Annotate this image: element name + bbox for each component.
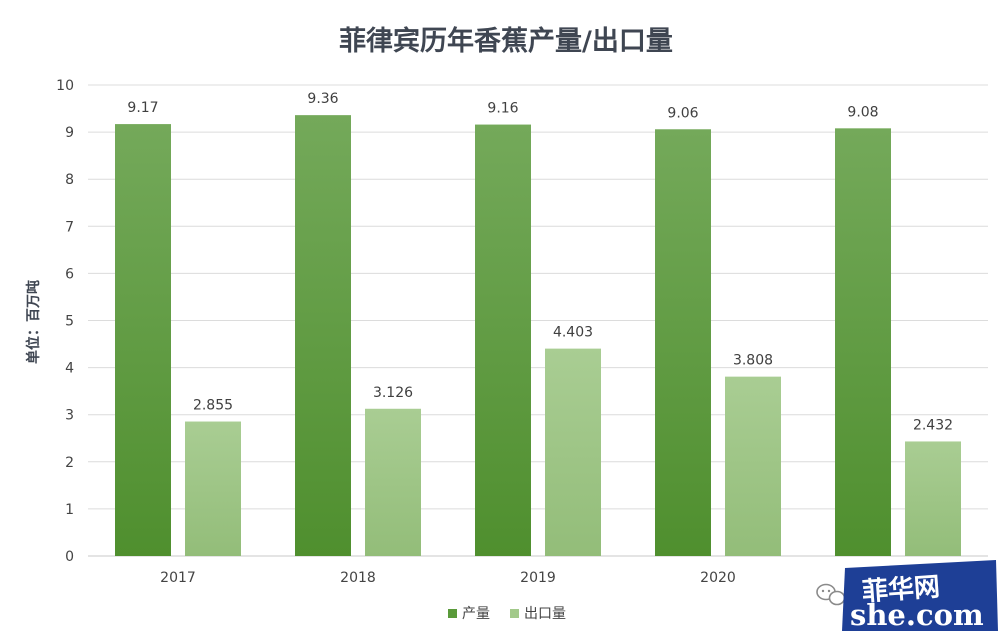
x-tick-label: 2020 [700,570,736,586]
watermark-site-text: she.com [850,598,984,631]
y-tick-label: 4 [65,361,74,377]
data-label: 3.808 [733,353,773,369]
legend-swatch [448,609,457,618]
bar-export [545,348,601,556]
legend-label: 出口量 [524,606,566,622]
y-tick-label: 1 [65,502,74,518]
y-axis-label: 单位：百万吨 [25,280,42,364]
x-tick-label: 2019 [520,570,556,586]
data-label: 2.432 [913,417,953,433]
y-tick-label: 10 [56,78,74,94]
data-label: 9.16 [487,101,518,117]
data-label: 3.126 [373,385,413,401]
bar-export [725,376,781,556]
data-label: 2.855 [193,398,233,414]
data-label: 9.36 [307,91,338,107]
bar-production [475,124,531,557]
x-tick-label: 2017 [160,570,196,586]
bar-production [295,115,351,557]
y-tick-label: 0 [65,549,74,565]
bar-export [185,421,241,556]
watermark-logo-text: 菲华网 [861,571,941,607]
bar-production [115,124,171,556]
data-label: 9.17 [127,100,158,116]
legend-label: 产量 [462,606,490,622]
bars [115,115,961,557]
data-label: 9.06 [667,105,698,121]
y-tick-label: 8 [65,172,74,188]
bar-production [655,129,711,557]
watermark: 菲华网 she.com [816,560,998,631]
x-tick-label: 2018 [340,570,376,586]
y-axis-ticks: 0 1 2 3 4 5 6 7 8 9 10 [56,78,74,565]
watermark-logo-bg [842,560,998,631]
y-tick-label: 6 [65,266,74,282]
data-label: 9.08 [847,104,878,120]
y-tick-label: 7 [65,219,74,235]
bar-export [905,441,961,556]
x-axis-categories: 2017 2018 2019 2020 [160,570,736,586]
data-labels: 9.17 2.855 9.36 3.126 9.16 4.403 9.06 3.808 9.08… [127,91,953,433]
legend-swatch [510,609,519,618]
bar-production [835,128,891,556]
wechat-icon [816,583,846,606]
data-label: 4.403 [553,325,593,341]
y-tick-label: 5 [65,314,74,330]
y-tick-label: 9 [65,125,74,141]
y-tick-label: 2 [65,455,74,471]
legend: 产量 出口量 [448,606,566,622]
chart-title: 菲律宾历年香蕉产量/出口量 [339,25,673,57]
bar-export [365,408,421,556]
y-tick-label: 3 [65,408,74,424]
